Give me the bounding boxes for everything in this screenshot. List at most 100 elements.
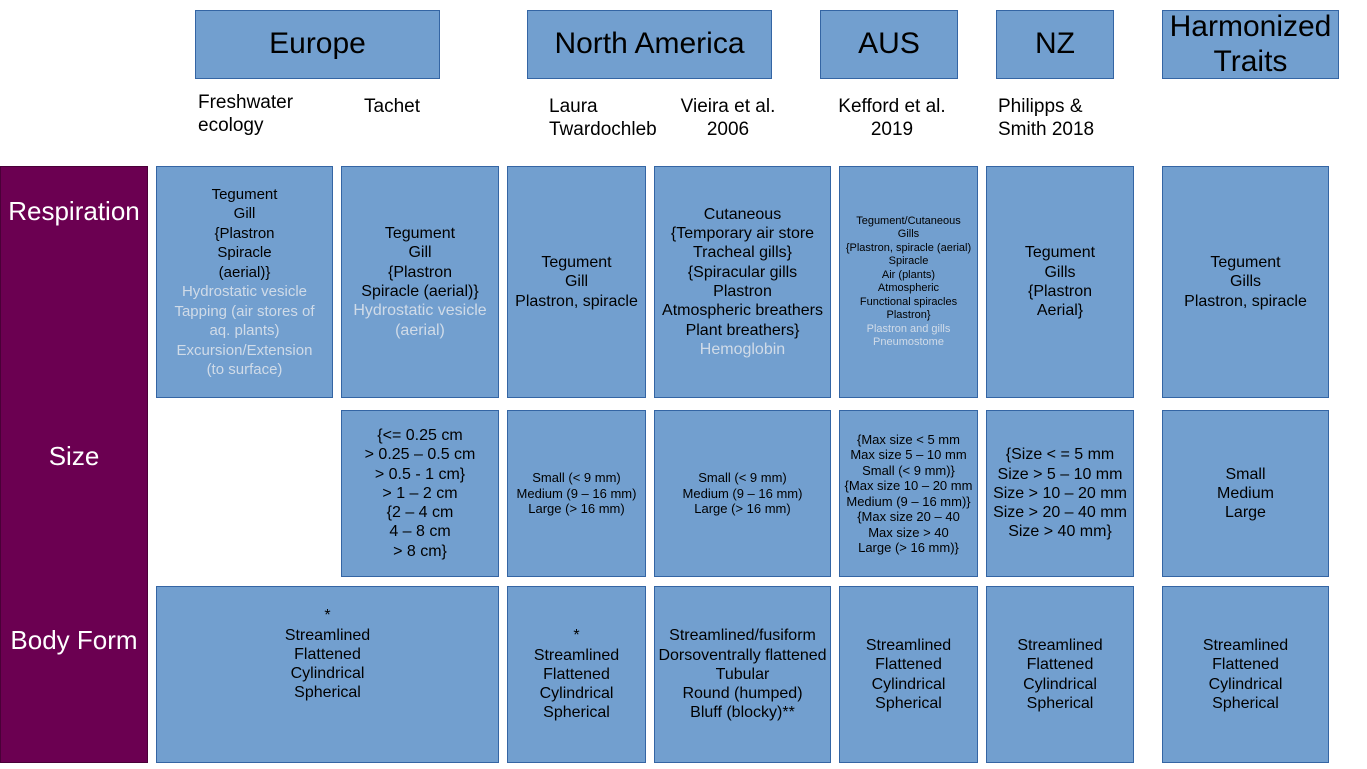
trait-line: Cylindrical — [1023, 675, 1097, 693]
trait-line: Spiracle (aerial)} — [361, 283, 479, 300]
row-label-sidebar — [0, 166, 148, 763]
trait-line: Plastron} — [886, 309, 931, 321]
trait-line: Streamlined — [865, 636, 952, 654]
trait-line: Spherical — [1212, 694, 1279, 712]
region-header-nz: NZ — [996, 10, 1114, 79]
trait-line-secondary: Plastron and gills — [866, 322, 951, 335]
trait-line: Spherical — [875, 694, 942, 712]
trait-line: Streamlined — [533, 646, 620, 664]
trait-line-secondary: aq. plants) — [209, 322, 280, 339]
respiration-philipps-cell: Tegument Gills {Plastron Aerial} — [986, 166, 1134, 398]
trait-line: (aerial)} — [218, 263, 271, 281]
trait-line: Gills — [1229, 273, 1262, 291]
trait-line-secondary: (aerial) — [395, 321, 445, 339]
region-header-harmonized: Harmonized Traits — [1162, 10, 1339, 79]
trait-line: Bluff (blocky)** — [690, 704, 795, 722]
region-header-aus: AUS — [820, 10, 958, 79]
trait-line: Spiracle — [888, 255, 929, 267]
body-form-vieira-cell: Streamlined/fusiform Dorsoventrally flatt… — [654, 586, 831, 763]
trait-line: Size > 5 – 10 mm — [997, 465, 1123, 483]
region-label-aus: AUS — [858, 27, 920, 61]
trait-line-secondary: Hydrostatic vesicle — [181, 283, 308, 300]
row-label-respiration: Respiration — [8, 196, 140, 226]
trait-line: Tubular — [715, 665, 770, 683]
trait-line: > 0.5 - 1 cm} — [374, 465, 466, 483]
region-label-nz: NZ — [1035, 27, 1075, 61]
trait-line: Tegument — [541, 254, 612, 272]
trait-line: Small (< 9 mm) — [532, 470, 621, 486]
trait-line: Tracheal gills} — [692, 244, 792, 262]
trait-line: Tegument — [1024, 244, 1096, 262]
trait-line: Large (> 16 mm)} — [858, 540, 959, 555]
region-label-harmonized: Harmonized Traits — [1169, 10, 1332, 78]
body-form-europe-cell: * Streamlined Flattened Cylindrical Spherica… — [156, 586, 499, 763]
trait-line: Tegument — [211, 185, 278, 203]
row-label-body-form: Body Form — [10, 625, 138, 655]
respiration-laura-cell: Tegument Gill Plastron, spiracle — [507, 166, 646, 398]
trait-line: Round (humped) — [682, 685, 803, 703]
trait-line-secondary: Tapping (air stores of — [174, 302, 315, 320]
trait-line: Max size 5 – 10 mm — [850, 447, 967, 462]
size-tachet-cell: {<= 0.25 cm > 0.25 – 0.5 cm > 0.5 - 1 cm} >… — [341, 410, 499, 577]
trait-line: Aerial} — [1036, 302, 1084, 320]
region-header-europe: Europe — [195, 10, 440, 79]
trait-line: {Plastron — [214, 224, 275, 242]
trait-line: Streamlined — [1202, 636, 1289, 654]
trait-line: {<= 0.25 cm — [377, 426, 463, 444]
trait-line: Flattened — [294, 645, 361, 663]
trait-line: Tegument — [1210, 254, 1281, 272]
region-label-north-america: North America — [554, 27, 745, 61]
trait-line: Medium (9 – 16 mm)} — [846, 493, 971, 509]
trait-line: {Plastron — [1027, 283, 1093, 300]
body-form-laura-cell: * Streamlined Flattened Cylindrical Spherica… — [507, 586, 646, 763]
trait-line: * — [573, 627, 580, 645]
trait-line: {Max size < 5 mm — [857, 431, 960, 447]
source-laura-twardochleb: Laura Twardochleb — [549, 96, 657, 140]
trait-line: Spiracle — [217, 244, 272, 261]
trait-line: Plastron, spiracle — [515, 292, 638, 310]
trait-line: Gill — [564, 273, 589, 291]
trait-line: > 1 – 2 cm — [382, 484, 458, 502]
trait-line-secondary: Hemoglobin — [699, 340, 786, 358]
trait-line: Gills — [897, 228, 920, 240]
trait-line: Medium (9 – 16 mm) — [516, 485, 637, 501]
source-kefford: Kefford et al. 2019 — [838, 96, 946, 140]
trait-line: Atmospheric — [877, 282, 940, 294]
trait-line: Streamlined — [284, 626, 371, 644]
body-form-kefford-cell: Streamlined Flattened Cylindrical Spherical — [839, 586, 978, 763]
respiration-tachet-cell: Tegument Gill {Plastron Spiracle (aerial)} H… — [341, 166, 499, 398]
trait-line: Cutaneous — [703, 205, 782, 223]
source-philipps-smith: Philipps & Smith 2018 — [998, 96, 1095, 140]
trait-line: Tegument — [384, 225, 456, 243]
trait-line: > 8 cm} — [393, 542, 447, 560]
trait-line: Gill — [408, 244, 432, 262]
trait-line: {Plastron — [387, 263, 453, 281]
trait-line: 4 – 8 cm — [389, 523, 451, 541]
trait-line: Flattened — [875, 656, 942, 674]
trait-line: Cylindrical — [539, 685, 614, 703]
region-label-europe: Europe — [269, 27, 366, 61]
region-header-north-america: North America — [527, 10, 772, 79]
trait-line: > 0.25 – 0.5 cm — [364, 446, 476, 464]
source-tachet: Tachet — [364, 96, 420, 117]
size-kefford-cell: {Max size < 5 mm Max size 5 – 10 mm Small … — [839, 410, 978, 577]
trait-line: Medium — [1217, 484, 1274, 502]
trait-line: Spherical — [294, 684, 361, 702]
size-vieira-cell: Small (< 9 mm) Medium (9 – 16 mm) Large (>… — [654, 410, 831, 577]
trait-line: Medium (9 – 16 mm) — [682, 485, 803, 501]
trait-line: Cylindrical — [1208, 675, 1283, 693]
source-freshwater-ecology: Freshwater ecology — [198, 92, 294, 136]
trait-line: {Temporary air store — [670, 225, 815, 243]
trait-line: Size > 40 mm} — [1008, 523, 1112, 541]
trait-line: Size > 20 – 40 mm — [993, 504, 1127, 522]
trait-line: {Plastron, spiracle (aerial) — [845, 241, 972, 254]
size-laura-cell: Small (< 9 mm) Medium (9 – 16 mm) Large (>… — [507, 410, 646, 577]
trait-line-secondary: Pneumostome — [873, 336, 944, 348]
trait-line: {2 – 4 cm — [386, 504, 454, 522]
trait-line: Spherical — [1026, 694, 1094, 712]
size-philipps-cell: {Size < = 5 mm Size > 5 – 10 mm Size > 10 … — [986, 410, 1134, 577]
trait-line: Spherical — [543, 704, 610, 722]
trait-line: Air (plants) — [881, 268, 936, 281]
trait-line-secondary: Hydrostatic vesicle — [353, 302, 487, 320]
trait-line: Small (< 9 mm)} — [862, 462, 955, 478]
